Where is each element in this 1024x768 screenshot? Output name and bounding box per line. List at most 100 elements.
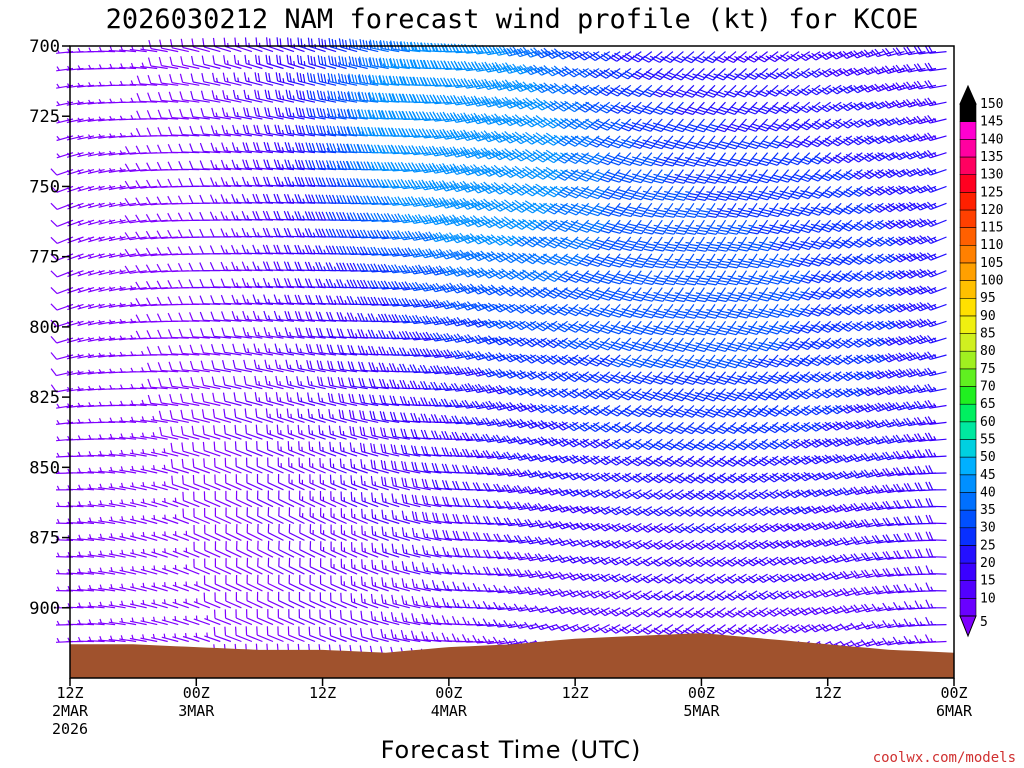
wind-barb: [275, 375, 295, 390]
wind-barb: [222, 72, 242, 86]
wind-barb: [274, 359, 295, 373]
wind-barb: [233, 54, 253, 70]
wind-barb: [557, 219, 579, 233]
wind-barb: [193, 632, 210, 643]
wind-barb: [225, 575, 242, 592]
wind-barb: [254, 72, 274, 86]
wind-barb: [789, 219, 811, 234]
wind-barb: [87, 320, 105, 326]
wind-barb: [768, 337, 790, 352]
wind-barb: [220, 159, 242, 171]
wind-barb: [140, 399, 158, 407]
wind-barb: [108, 252, 126, 259]
wind-barb: [778, 135, 800, 149]
wind-barb: [129, 634, 147, 643]
wind-barb: [119, 184, 137, 190]
colorbar-label: 85: [980, 327, 996, 342]
wind-barb: [246, 507, 263, 525]
wind-barb: [98, 434, 116, 440]
wind-barb: [171, 475, 189, 491]
wind-barb: [265, 392, 284, 407]
wind-barb: [556, 152, 579, 164]
wind-barb: [309, 574, 326, 592]
wind-barb: [108, 269, 126, 275]
wind-barb: [419, 348, 442, 358]
colorbar-label: 5: [980, 615, 988, 630]
wind-barb: [188, 245, 210, 255]
colorbar-swatch: [959, 280, 977, 299]
wind-barb: [267, 490, 284, 508]
wind-barb: [809, 152, 832, 165]
wind-barb: [168, 126, 189, 137]
wind-barb: [757, 118, 779, 132]
wind-barb: [299, 540, 316, 558]
wind-barb: [263, 159, 284, 171]
wind-barb: [725, 68, 747, 81]
colorbar-swatch: [959, 227, 977, 246]
wind-barb: [672, 455, 695, 468]
wind-barb: [193, 558, 211, 575]
wind-barb: [162, 548, 179, 558]
wind-barb: [319, 592, 337, 609]
wind-barb: [304, 244, 326, 255]
wind-barb: [535, 270, 558, 282]
wind-barb: [119, 466, 137, 474]
wind-barb: [556, 185, 579, 198]
wind-barb: [146, 330, 168, 339]
wind-barb: [925, 531, 947, 541]
wind-barb: [202, 425, 221, 440]
wind-barb: [172, 514, 190, 525]
colorbar-swatch: [959, 174, 977, 193]
colorbar-swatch: [959, 297, 977, 317]
wind-barb: [232, 359, 253, 373]
wind-barb: [172, 547, 190, 558]
wind-barb: [273, 294, 295, 305]
wind-barb: [924, 62, 947, 72]
wind-barb: [88, 219, 105, 226]
wind-barb: [263, 310, 284, 322]
wind-barb: [252, 142, 274, 154]
wind-barb: [789, 287, 811, 301]
wind-barb: [768, 152, 790, 166]
wind-barb: [231, 294, 252, 305]
wind-barb: [188, 212, 210, 221]
wind-barb: [284, 159, 305, 171]
wind-barb: [214, 592, 232, 609]
wind-barb: [277, 626, 295, 643]
wind-barb: [161, 531, 179, 541]
wind-barb: [287, 626, 305, 643]
wind-barb: [193, 615, 211, 626]
x-tick-label: 00Z: [183, 684, 210, 702]
wind-barb: [119, 635, 137, 643]
wind-barb: [609, 371, 632, 384]
wind-barb: [263, 141, 284, 154]
wind-barb: [757, 354, 779, 368]
wind-barb: [267, 457, 284, 474]
wind-barb: [244, 408, 263, 423]
wind-barb: [178, 279, 200, 289]
wind-barb: [242, 142, 263, 154]
wind-barb: [192, 458, 211, 474]
wind-barb: [693, 438, 716, 451]
wind-barb: [202, 441, 221, 457]
y-tick-label: 725: [29, 107, 60, 127]
colorbar-swatch: [959, 580, 977, 599]
wind-barb: [183, 581, 200, 592]
wind-barb: [225, 524, 242, 541]
wind-barb: [87, 551, 105, 558]
wind-barb: [145, 230, 168, 240]
wind-barb: [923, 335, 947, 344]
wind-barb: [267, 574, 284, 592]
wind-barb: [235, 457, 253, 474]
wind-barb: [146, 313, 168, 323]
wind-barb: [222, 376, 242, 390]
wind-barb: [758, 135, 779, 149]
wind-barb: [189, 312, 210, 322]
y-tick-label: 800: [29, 318, 60, 338]
wind-barb: [641, 421, 663, 434]
wind-barb: [273, 193, 295, 204]
wind-barb: [242, 159, 263, 171]
wind-barb: [124, 180, 147, 190]
wind-barb: [77, 568, 95, 575]
wind-barb: [183, 564, 200, 575]
